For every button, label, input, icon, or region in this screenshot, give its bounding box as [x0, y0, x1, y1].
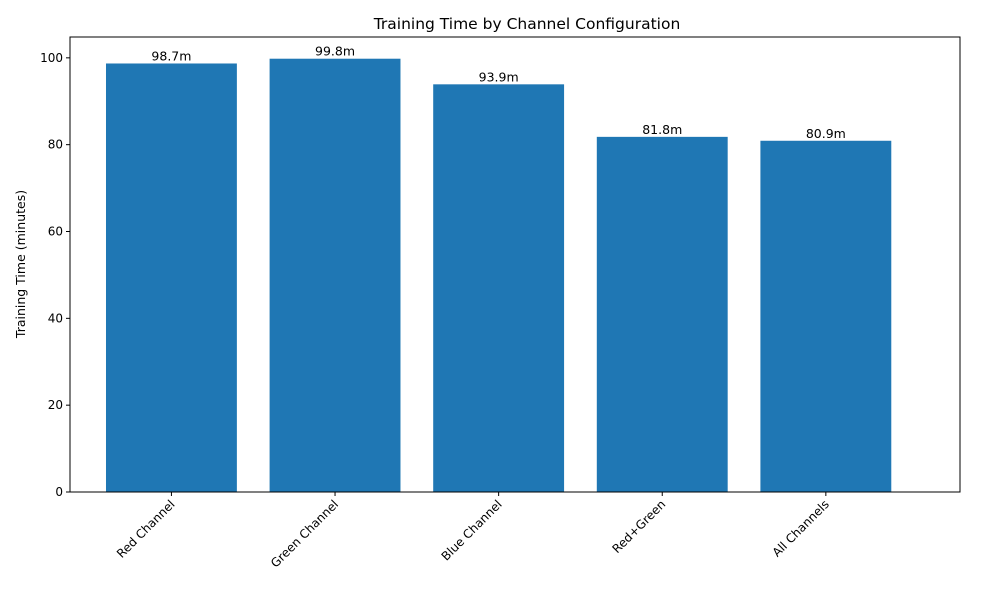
- x-tick-label-1: Green Channel: [268, 497, 341, 570]
- bar-2: [433, 84, 565, 492]
- y-tick-label-1: 20: [48, 398, 63, 412]
- chart-title: Training Time by Channel Configuration: [373, 15, 681, 33]
- y-axis-label: Training Time (minutes): [13, 190, 28, 339]
- y-tick-label-3: 60: [48, 225, 63, 239]
- bar-1: [269, 58, 401, 493]
- bar-labels-group: 98.7m 99.8m 93.9m 81.8m 80.9m: [151, 44, 845, 141]
- y-tick-label-5: 100: [40, 51, 63, 65]
- bars-group: [105, 58, 892, 493]
- bar-4: [760, 140, 892, 492]
- plot-frame: [69, 36, 961, 493]
- y-tick-label-2: 40: [48, 311, 63, 325]
- bar-value-label-0: 98.7m: [151, 48, 191, 63]
- y-tick-label-0: 0: [55, 485, 63, 499]
- bar-value-label-4: 80.9m: [806, 126, 846, 141]
- bar-value-label-1: 99.8m: [315, 44, 355, 59]
- bar-0: [105, 63, 237, 493]
- x-tick-label-2: Blue Channel: [439, 497, 505, 563]
- x-tick-label-3: Red+Green: [610, 497, 669, 556]
- bar-3: [596, 136, 728, 492]
- y-tick-label-4: 80: [48, 138, 63, 152]
- x-axis: Red Channel Green Channel Blue Channel Red+…: [114, 492, 832, 570]
- x-tick-label-4: All Channels: [770, 497, 832, 559]
- bar-value-label-3: 81.8m: [642, 122, 682, 137]
- y-axis: 0 20 40 60 80 100: [40, 51, 70, 499]
- bar-value-label-2: 93.9m: [479, 69, 519, 84]
- x-tick-label-0: Red Channel: [114, 497, 178, 561]
